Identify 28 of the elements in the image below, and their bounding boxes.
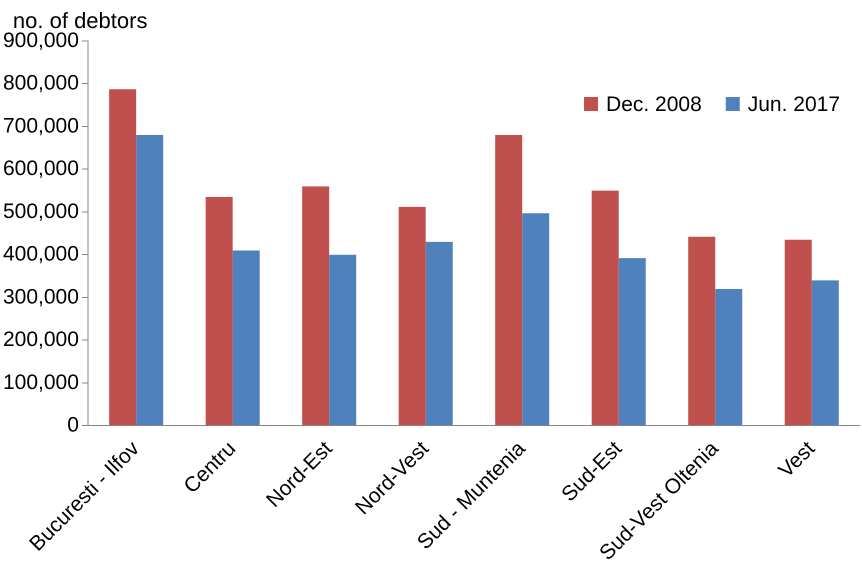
- bar: [206, 197, 233, 426]
- y-tick-label: 300,000: [2, 285, 79, 308]
- y-tick-label: 600,000: [2, 157, 79, 180]
- bar: [329, 254, 356, 426]
- x-tick-label: Vest: [774, 436, 820, 482]
- y-tick-label: 500,000: [2, 200, 79, 223]
- bar: [426, 242, 453, 426]
- bar: [784, 240, 812, 426]
- bar: [109, 89, 136, 426]
- bar: [688, 236, 716, 426]
- legend-label: Dec. 2008: [606, 92, 702, 116]
- legend-label: Jun. 2017: [748, 92, 840, 116]
- bar: [812, 280, 839, 426]
- bar: [398, 206, 426, 426]
- bar: [715, 288, 742, 426]
- bar: [618, 258, 646, 426]
- y-tick-label: 700,000: [2, 114, 79, 138]
- y-tick-label: 0: [67, 414, 79, 437]
- bar: [302, 186, 330, 426]
- y-tick-label: 200,000: [2, 328, 79, 352]
- y-tick-label: 800,000: [2, 72, 79, 95]
- bar: [232, 250, 260, 426]
- bar: [136, 135, 164, 426]
- y-tick-label: 400,000: [2, 242, 79, 266]
- bar: [495, 135, 522, 426]
- bar: [592, 190, 619, 426]
- y-tick-label: 100,000: [2, 370, 79, 394]
- bar: [522, 213, 550, 426]
